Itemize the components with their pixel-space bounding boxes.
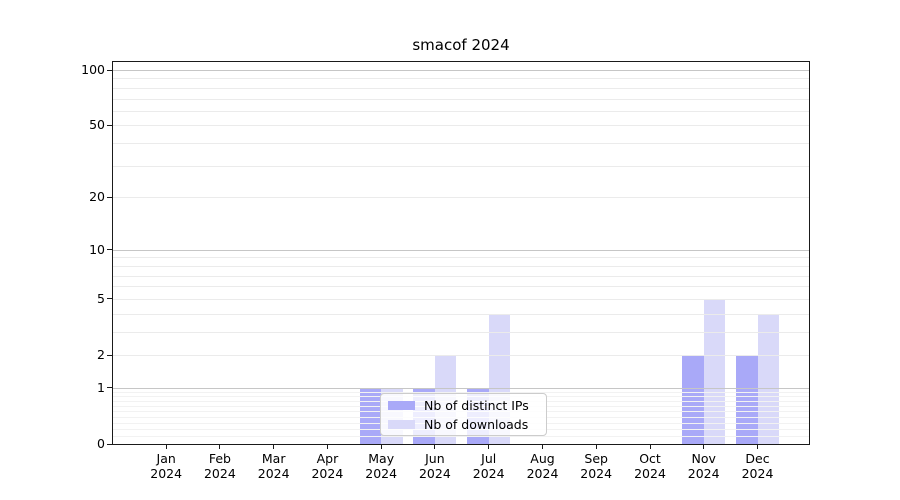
- x-tick-label: May 2024: [349, 451, 413, 481]
- x-tick-month: Jan: [156, 451, 176, 466]
- x-tick-year: 2024: [634, 466, 666, 481]
- x-tick-month: Dec: [745, 451, 770, 466]
- y-tick-mark: [107, 249, 112, 251]
- x-tick-mark: [165, 444, 167, 449]
- legend: Nb of distinct IPs Nb of downloads: [380, 393, 547, 436]
- x-tick-month: Feb: [208, 451, 231, 466]
- x-tick-month: Sep: [584, 451, 608, 466]
- x-tick-year: 2024: [687, 466, 720, 481]
- bar-downloads-nov: [703, 298, 726, 444]
- y-tick-label: 50: [89, 117, 105, 133]
- x-tick-label: Jul 2024: [457, 451, 521, 481]
- x-tick-label: Dec 2024: [726, 451, 790, 481]
- legend-label: Nb of downloads: [424, 416, 529, 432]
- x-tick-mark: [434, 444, 436, 449]
- x-tick-label: Mar 2024: [242, 451, 306, 481]
- bar-downloads-dec: [757, 313, 779, 444]
- x-tick-label: Aug 2024: [511, 451, 575, 481]
- legend-item: Nb of distinct IPs: [388, 398, 539, 413]
- x-tick-year: 2024: [741, 466, 774, 481]
- x-tick-mark: [649, 444, 651, 449]
- x-tick-label: Oct 2024: [618, 451, 682, 481]
- x-tick-label: Feb 2024: [188, 451, 252, 481]
- chart-title: smacof 2024: [412, 36, 510, 54]
- x-tick-label: Nov 2024: [672, 451, 736, 481]
- y-tick-mark: [107, 298, 112, 300]
- x-tick-mark: [542, 444, 543, 449]
- y-tick-mark: [107, 69, 112, 71]
- y-tick-label: 1: [97, 379, 105, 395]
- bar-ips-dec: [736, 355, 758, 444]
- x-tick-label: Sep 2024: [564, 451, 628, 481]
- legend-label: Nb of distinct IPs: [424, 397, 529, 413]
- x-tick-mark: [380, 444, 382, 449]
- x-tick-year: 2024: [526, 466, 559, 481]
- y-tick-mark: [107, 443, 112, 445]
- y-tick-mark: [107, 387, 112, 389]
- x-tick-mark: [326, 444, 328, 449]
- x-tick-mark: [488, 444, 490, 449]
- x-tick-year: 2024: [311, 466, 344, 481]
- x-tick-label: Jan 2024: [134, 451, 198, 481]
- x-tick-year: 2024: [150, 466, 183, 481]
- x-tick-month: Oct: [639, 451, 661, 466]
- y-tick-label: 20: [89, 189, 105, 205]
- bars-layer: [113, 62, 809, 444]
- x-tick-mark: [595, 444, 597, 449]
- y-tick-label: 10: [89, 241, 105, 257]
- x-tick-month: Apr: [316, 451, 339, 466]
- legend-swatch-downloads: [388, 419, 415, 429]
- x-tick-year: 2024: [580, 466, 613, 481]
- plot-area: Nb of distinct IPs Nb of downloads: [112, 61, 810, 445]
- x-tick-year: 2024: [472, 466, 505, 481]
- x-tick-month: Nov: [691, 451, 716, 466]
- bar-ips-nov: [682, 355, 704, 444]
- x-tick-month: May: [368, 451, 395, 466]
- x-tick-mark: [273, 444, 275, 449]
- y-tick-mark: [107, 124, 112, 126]
- x-tick-month: Jun: [425, 451, 445, 466]
- legend-swatch-ips: [388, 400, 415, 410]
- x-tick-label: Jun 2024: [403, 451, 467, 481]
- y-tick-label: 5: [97, 290, 105, 306]
- y-tick-label: 100: [81, 62, 105, 77]
- x-tick-month: Aug: [530, 451, 555, 466]
- y-tick-label: 2: [97, 347, 105, 362]
- x-tick-mark: [703, 444, 705, 449]
- bar-ips-may: [359, 387, 382, 444]
- x-tick-year: 2024: [257, 466, 290, 481]
- x-tick-year: 2024: [418, 466, 451, 481]
- x-tick-month: Mar: [261, 451, 286, 466]
- x-tick-year: 2024: [365, 466, 398, 481]
- y-tick-mark: [107, 354, 112, 356]
- y-tick-label: 0: [97, 436, 105, 451]
- x-tick-mark: [219, 444, 221, 449]
- x-tick-month: Jul: [481, 451, 497, 466]
- x-tick-mark: [757, 444, 758, 449]
- x-tick-label: Apr 2024: [295, 451, 359, 481]
- x-tick-year: 2024: [203, 466, 236, 481]
- legend-item: Nb of downloads: [388, 417, 539, 432]
- y-tick-mark: [107, 196, 112, 198]
